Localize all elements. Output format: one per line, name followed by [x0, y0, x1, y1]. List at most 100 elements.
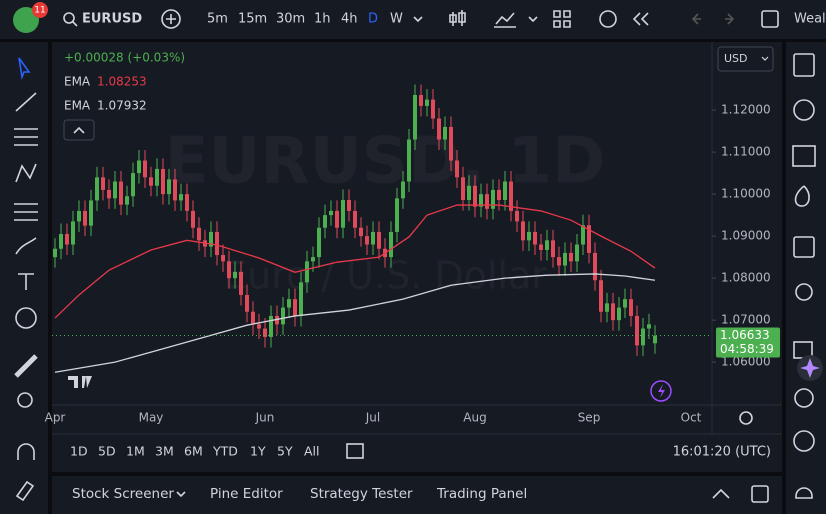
fib-tool[interactable]	[14, 128, 38, 146]
watermark: EURUSD, 1D	[165, 125, 605, 199]
pattern-tool[interactable]	[15, 163, 37, 183]
candle-body	[257, 324, 261, 329]
interval[interactable]: 1h	[314, 12, 331, 27]
hotlists[interactable]	[794, 185, 810, 207]
text-tool[interactable]	[18, 273, 34, 290]
indicators[interactable]	[494, 12, 516, 28]
settings[interactable]	[739, 411, 753, 425]
candle-body	[491, 189, 495, 209]
range-button[interactable]: All	[304, 444, 320, 459]
legend-value: 1.08253	[97, 75, 147, 89]
range-button[interactable]: 3M	[155, 444, 174, 459]
candle-body	[527, 231, 531, 241]
candle-body	[629, 299, 633, 316]
candle-body	[89, 200, 93, 226]
tab[interactable]: Pine Editor	[210, 486, 283, 502]
intervals: 5m 15m 30m 1h 4h D W	[207, 12, 403, 27]
alerts[interactable]	[793, 99, 815, 121]
cut-text[interactable]: Weal	[794, 12, 826, 27]
collapse-legend[interactable]	[63, 119, 95, 141]
interval[interactable]: W	[390, 12, 403, 27]
candle-body	[305, 261, 309, 283]
last-price-box	[716, 327, 780, 358]
candle-body	[635, 315, 639, 346]
calendar[interactable]	[793, 236, 815, 258]
candle-body	[173, 179, 177, 201]
candle-body	[323, 215, 327, 228]
magnet-tool[interactable]	[17, 443, 35, 460]
redo[interactable]	[725, 13, 735, 25]
notifications[interactable]	[795, 487, 813, 499]
candle-body	[119, 181, 123, 205]
ruler-tool[interactable]	[14, 354, 38, 378]
range-button[interactable]: 1M	[126, 444, 145, 459]
candle-body	[599, 280, 603, 312]
undo[interactable]	[691, 13, 701, 25]
y-tick-label: 1.07000	[721, 313, 771, 327]
candle-body	[443, 126, 447, 140]
range-button[interactable]: 1D	[70, 444, 88, 459]
clock[interactable]: 16:01:20 (UTC)	[673, 445, 771, 460]
range-button[interactable]: 5D	[98, 444, 116, 459]
add-symbol[interactable]	[161, 9, 181, 29]
interval[interactable]: 15m	[238, 12, 267, 27]
replay[interactable]	[632, 12, 649, 26]
indicators-menu[interactable]	[528, 16, 538, 23]
y-tick-label: 1.12000	[721, 103, 771, 117]
interval[interactable]: 4h	[341, 12, 358, 27]
candle-body	[623, 299, 627, 308]
avatar[interactable]	[13, 7, 39, 33]
candle-body	[263, 328, 267, 337]
search-icon[interactable]	[63, 12, 75, 24]
tab[interactable]: Strategy Tester	[310, 486, 413, 502]
candle-body	[557, 257, 561, 266]
interval[interactable]: D	[368, 12, 378, 27]
chart-type[interactable]	[449, 10, 466, 26]
range-button[interactable]: 1Y	[250, 444, 266, 459]
expand-panel[interactable]	[712, 488, 730, 499]
y-tick-label: 1.06000	[721, 355, 771, 369]
cursor-tool[interactable]	[18, 57, 31, 80]
lock-tool[interactable]	[15, 480, 35, 502]
countdown: 04:58:39	[720, 342, 774, 356]
layouts[interactable]	[553, 10, 571, 28]
candle-body	[539, 244, 543, 250]
zoom-tool[interactable]	[17, 392, 33, 408]
candle-body	[59, 234, 63, 249]
interval[interactable]: 30m	[276, 12, 305, 27]
line-tool[interactable]	[15, 92, 37, 112]
candle-body	[569, 252, 573, 262]
projection-tool[interactable]	[14, 203, 38, 221]
data-window[interactable]	[792, 145, 816, 167]
candle-body	[551, 240, 555, 258]
candle-body	[53, 248, 57, 258]
ideas[interactable]	[795, 283, 813, 301]
ema-line	[54, 273, 656, 373]
streams[interactable]	[793, 430, 815, 452]
candle-body	[227, 261, 231, 279]
emoji-tool[interactable]	[15, 307, 37, 329]
candle-body	[65, 234, 69, 245]
maximize-panel[interactable]	[751, 485, 769, 503]
range-button[interactable]: 5Y	[277, 444, 293, 459]
interval[interactable]: 5m	[207, 12, 228, 27]
symbol[interactable]: EURUSD	[82, 12, 142, 27]
last-price-label: 1.06633	[720, 328, 770, 342]
alert[interactable]	[599, 10, 617, 28]
currency-select[interactable]	[717, 46, 774, 72]
x-tick-label: Jul	[365, 411, 380, 425]
tv-logo[interactable]	[68, 376, 92, 388]
signals[interactable]	[794, 388, 814, 408]
range-button[interactable]: 6M	[184, 444, 203, 459]
tab[interactable]: Trading Panel	[436, 486, 527, 502]
candle-body	[335, 210, 339, 228]
fullscreen[interactable]	[761, 10, 779, 28]
watchlist[interactable]	[793, 53, 815, 77]
brush-tool[interactable]	[15, 237, 37, 255]
interval-menu[interactable]	[413, 16, 423, 23]
tab[interactable]: Stock Screener	[72, 486, 174, 502]
date-range[interactable]	[346, 443, 364, 459]
screener-menu[interactable]	[176, 491, 186, 498]
currency-menu	[761, 56, 769, 61]
range-button[interactable]: YTD	[212, 444, 238, 459]
